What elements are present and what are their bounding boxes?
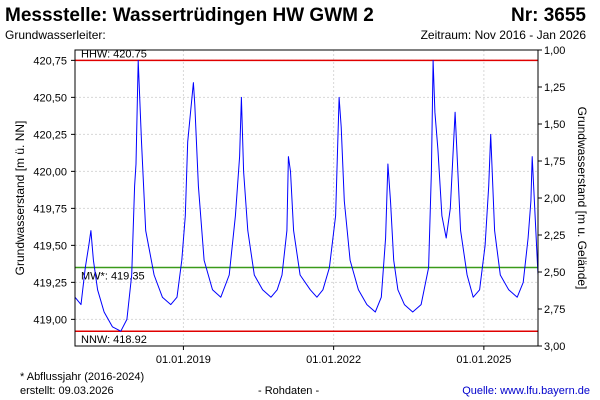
y-right-tick-label: 1,75: [544, 156, 565, 168]
source-label: Quelle:: [462, 385, 501, 397]
y-right-tick-label: 1,50: [544, 119, 565, 131]
created-date: erstellt: 09.03.2026: [20, 385, 114, 397]
y-axis-title-right: Grundwasserstand [m u. Gelände]: [575, 107, 589, 290]
aquifer-label: Grundwasserleiter:: [5, 28, 106, 42]
y-axis-title-left: Grundwasserstand [m ü. NN]: [13, 121, 27, 276]
grid: [75, 50, 538, 346]
y-axis-left: 419,00 419,25 419,50 419,75 420,00 420,25 420,…: [33, 55, 75, 326]
y-right-tick-label: 2,25: [544, 230, 565, 242]
reference-label: HHW: 420.75: [81, 48, 147, 60]
y-right-tick-label: 2,50: [544, 267, 565, 279]
y-tick-label: 420,00: [33, 166, 67, 178]
station-title: Messstelle: Wassertrüdingen HW GWM 2: [5, 5, 374, 26]
y-right-tick-label: 1,25: [544, 82, 565, 94]
x-tick-label: 01.01.2019: [156, 354, 211, 366]
y-right-tick-label: 2,75: [544, 304, 565, 316]
y-tick-label: 419,00: [33, 314, 67, 326]
y-right-tick-label: 2,00: [544, 193, 565, 205]
period-label: Zeitraum: Nov 2016 - Jan 2026: [420, 28, 586, 42]
source-link[interactable]: www.lfu.bayern.de: [500, 385, 590, 397]
reference-label: MW*: 419.35: [81, 271, 145, 283]
y-axis-right: 1,00 1,25 1,50 1,75 2,00 2,25 2,50 2,75 3,00: [538, 45, 565, 353]
y-tick-label: 420,75: [33, 55, 67, 67]
y-tick-label: 419,75: [33, 203, 67, 215]
y-tick-label: 420,50: [33, 92, 67, 104]
water-level-series: [74, 59, 539, 332]
footnote: * Abflussjahr (2016-2024): [20, 371, 145, 383]
x-tick-label: 01.01.2025: [456, 354, 511, 366]
y-right-tick-label: 3,00: [544, 341, 565, 353]
reference-lines: HHW: 420.75 MW*: 419.35 NNW: 418.92: [75, 48, 538, 346]
y-right-tick-label: 1,00: [544, 45, 565, 57]
station-number: Nr: 3655: [511, 5, 586, 26]
y-tick-label: 419,25: [33, 277, 67, 289]
source: Quelle: www.lfu.bayern.de: [462, 385, 590, 397]
reference-label: NNW: 418.92: [81, 334, 147, 346]
y-tick-label: 420,25: [33, 129, 67, 141]
y-tick-label: 419,50: [33, 240, 67, 252]
x-axis: 01.01.2019 01.01.2022 01.01.2025: [156, 346, 511, 366]
raw-data-label: - Rohdaten -: [258, 385, 320, 397]
x-tick-label: 01.01.2022: [306, 354, 361, 366]
